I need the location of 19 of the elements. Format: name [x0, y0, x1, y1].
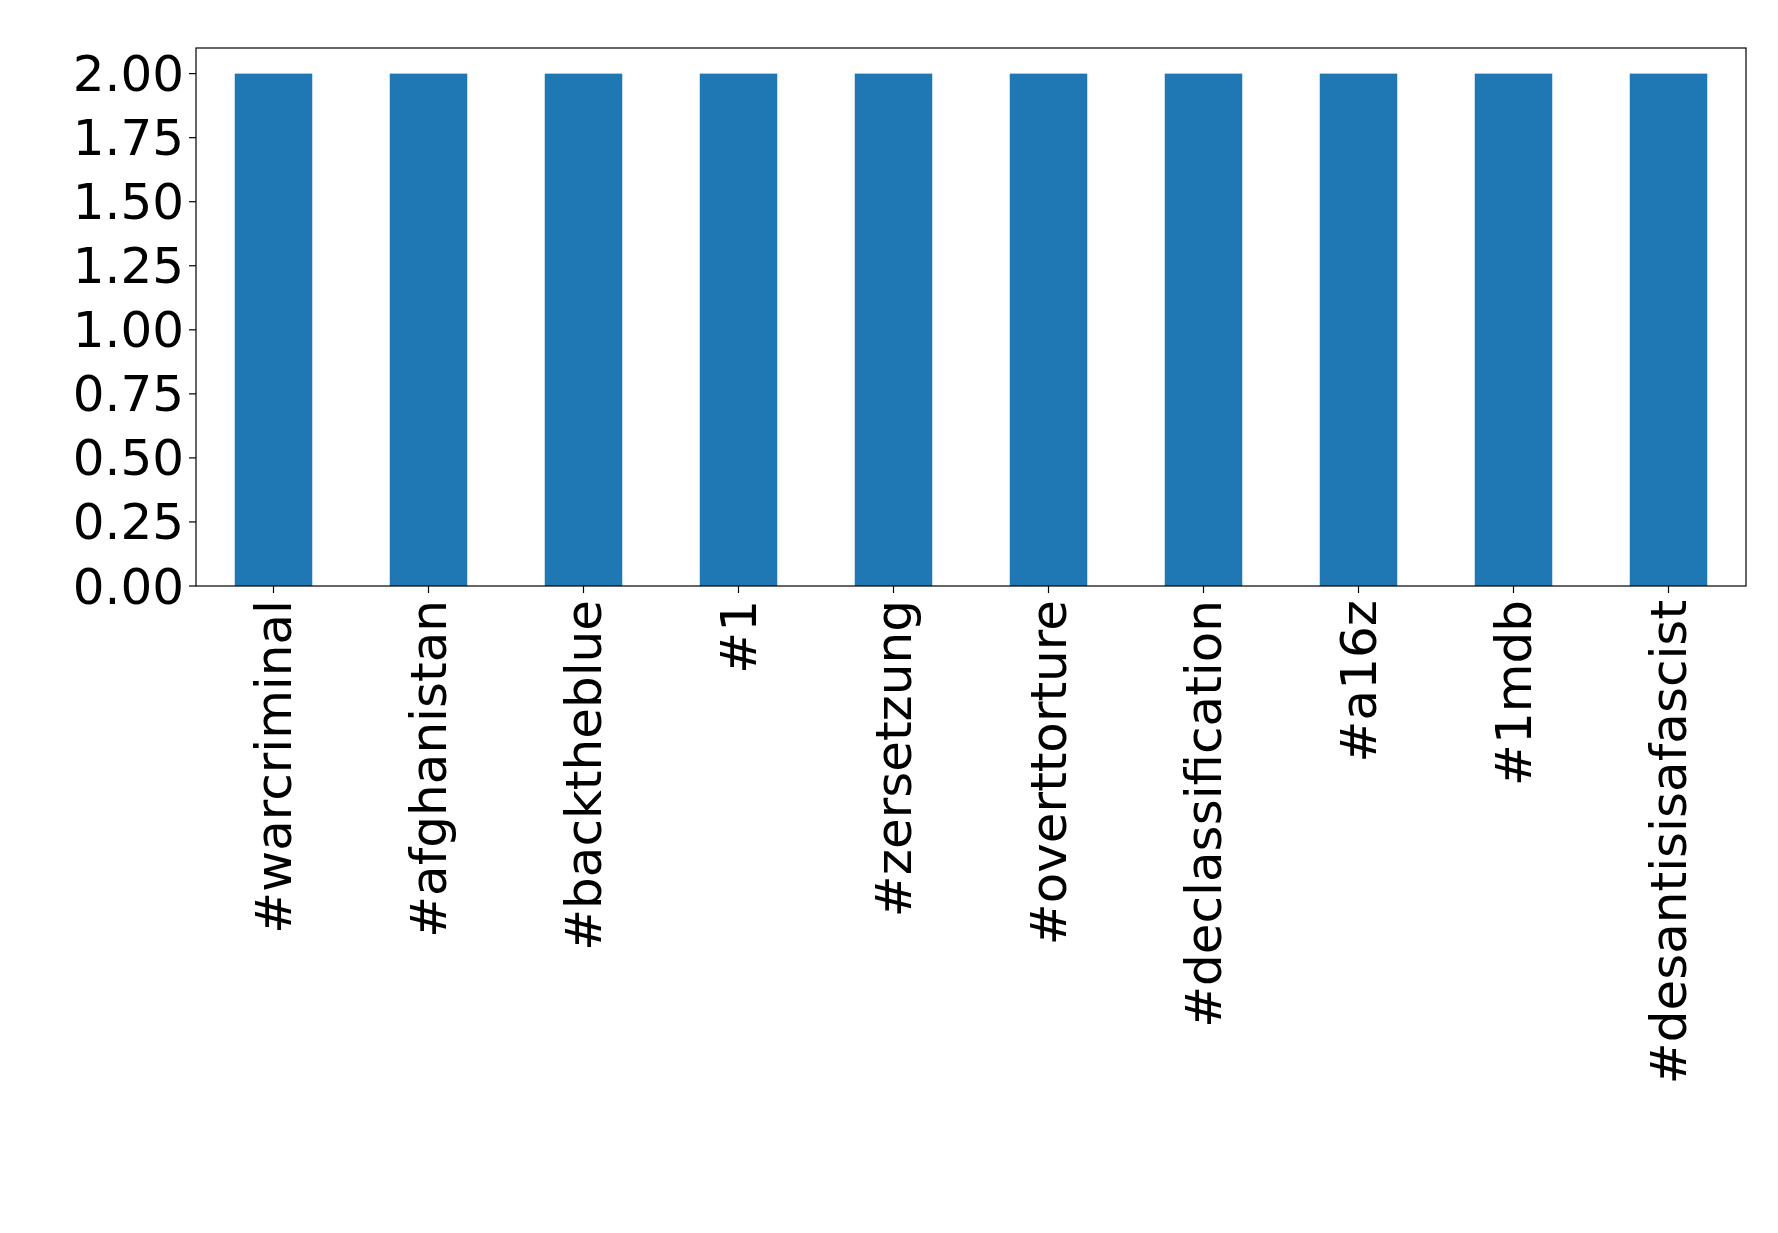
- y-tick-label: 0.50: [72, 429, 184, 488]
- x-tick-label: #afghanistan: [400, 600, 458, 938]
- y-tick-label: 0.25: [72, 493, 184, 552]
- y-tick-label: 1.75: [72, 109, 184, 168]
- y-tick-label: 0.75: [72, 365, 184, 424]
- y-tick-label: 1.50: [72, 173, 184, 232]
- x-tick-label: #backtheblue: [555, 600, 613, 951]
- x-tick-label: #warcriminal: [245, 600, 303, 934]
- y-tick-label: 2.00: [72, 45, 184, 104]
- x-tick-label: #1mdb: [1485, 600, 1543, 786]
- y-tick-label: 1.00: [72, 301, 184, 360]
- x-tick-label: #desantisisafascist: [1640, 600, 1698, 1085]
- x-tick-label: #overttorture: [1020, 600, 1078, 946]
- x-tick-label: #a16z: [1330, 600, 1388, 763]
- x-tick-label: #1: [710, 600, 768, 674]
- x-tick-label: #declassification: [1175, 600, 1233, 1028]
- y-tick-label: 0.00: [72, 557, 184, 616]
- y-tick-label: 1.25: [72, 237, 184, 296]
- x-tick-label: #zersetzung: [865, 600, 923, 918]
